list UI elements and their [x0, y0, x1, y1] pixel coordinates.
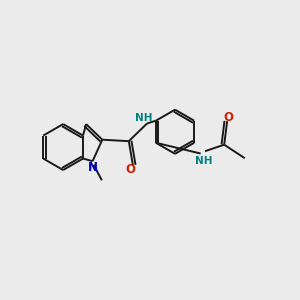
Text: NH: NH: [195, 156, 212, 166]
Text: O: O: [126, 163, 136, 176]
Text: NH: NH: [135, 113, 153, 123]
Text: O: O: [224, 110, 234, 124]
Text: N: N: [88, 160, 98, 174]
